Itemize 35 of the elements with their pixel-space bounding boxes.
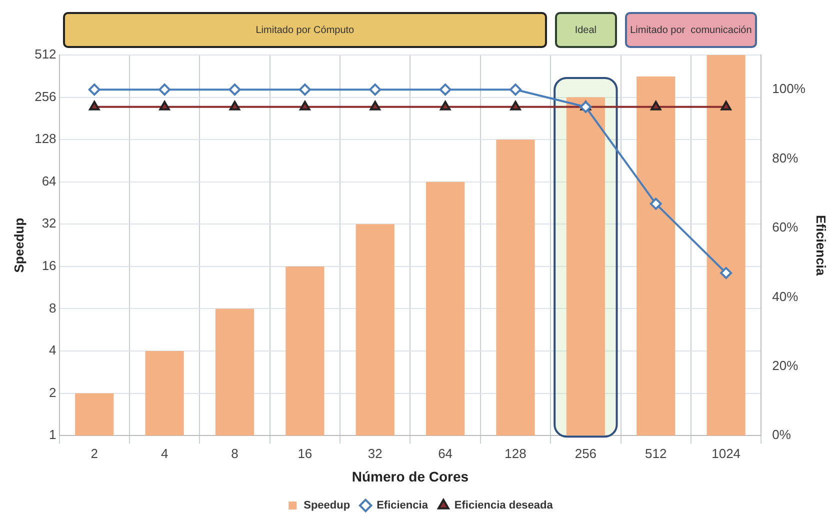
legend-label: Eficiencia xyxy=(376,500,429,512)
y2-tick-label: 60% xyxy=(772,220,799,235)
y-tick-label: 1 xyxy=(49,427,56,442)
y-tick-label: 4 xyxy=(49,342,56,358)
x-tick-label: 512 xyxy=(645,446,667,461)
legend-label: Eficiencia deseada xyxy=(454,500,554,512)
text: Limitado por Cómputo xyxy=(63,12,547,48)
y-tick-label: 8 xyxy=(49,300,56,316)
y-tick-label: 16 xyxy=(42,258,56,274)
y2-axis-title: Eficiencia xyxy=(814,214,829,276)
y-tick-label: 2 xyxy=(49,384,56,400)
y-tick-label: 128 xyxy=(34,131,56,146)
y-tick-label: 512 xyxy=(34,46,56,62)
y-tick-label: 32 xyxy=(42,216,56,231)
x-tick-label: 1024 xyxy=(712,446,741,461)
y2-tick-label: 100% xyxy=(772,81,806,96)
legend-label: Speedup xyxy=(304,500,350,512)
x-axis-title: Número de Cores xyxy=(352,468,469,484)
x-tick-label: 4 xyxy=(160,446,168,461)
y2-tick-label: 20% xyxy=(772,358,799,373)
y-axis-title: Speedup xyxy=(11,218,26,273)
y2-tick-label: 80% xyxy=(772,150,799,166)
y2-tick-label: 40% xyxy=(772,288,799,304)
x-tick-label: 16 xyxy=(298,446,312,461)
x-tick-label: 8 xyxy=(231,446,238,461)
x-tick-label: 128 xyxy=(504,446,526,461)
x-tick-label: 2 xyxy=(90,446,98,461)
text: Limitado por comunicación xyxy=(624,12,758,48)
y-tick-label: 256 xyxy=(34,88,56,104)
x-tick-label: 64 xyxy=(438,446,453,461)
x-tick-label: 32 xyxy=(368,446,382,461)
y2-tick-label: 0% xyxy=(772,427,792,442)
y-tick-label: 64 xyxy=(42,173,56,188)
x-tick-label: 256 xyxy=(574,446,597,461)
text: Ideal xyxy=(554,12,617,48)
